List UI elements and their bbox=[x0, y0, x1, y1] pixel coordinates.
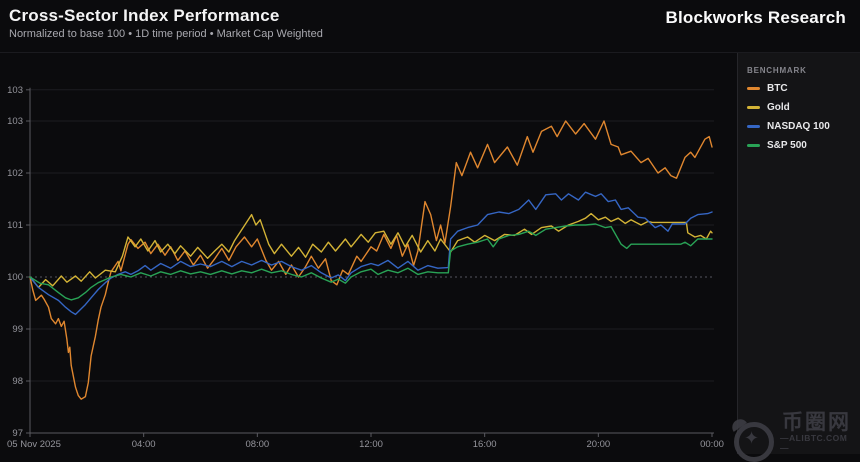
legend-item-label: Gold bbox=[767, 102, 790, 113]
svg-text:101: 101 bbox=[7, 220, 23, 231]
svg-text:103: 103 bbox=[7, 85, 23, 96]
watermark: 币圈网 —ALIBTC.COM— bbox=[734, 404, 856, 462]
legend-item-s-p-500[interactable]: S&P 500 bbox=[738, 136, 860, 155]
svg-text:00:00: 00:00 bbox=[700, 439, 724, 450]
legend-item-label: S&P 500 bbox=[767, 140, 807, 151]
series-line-s-p-500[interactable] bbox=[29, 223, 713, 301]
series-line-nasdaq-100[interactable] bbox=[29, 191, 713, 316]
svg-text:97: 97 bbox=[12, 428, 23, 439]
header: Cross-Sector Index Performance Normalize… bbox=[0, 0, 860, 53]
svg-text:100: 100 bbox=[7, 272, 23, 283]
series-line-btc[interactable] bbox=[29, 120, 713, 400]
svg-text:16:00: 16:00 bbox=[473, 439, 497, 450]
legend-swatch-icon bbox=[747, 106, 760, 109]
svg-text:103: 103 bbox=[7, 116, 23, 127]
page-title: Cross-Sector Index Performance bbox=[9, 6, 280, 25]
svg-text:12:00: 12:00 bbox=[359, 439, 383, 450]
watermark-site-name: 币圈网 bbox=[782, 410, 851, 434]
legend-swatch-icon bbox=[747, 87, 760, 90]
legend-swatch-icon bbox=[747, 144, 760, 147]
page-subtitle: Normalized to base 100 • 1D time period … bbox=[9, 28, 323, 40]
legend: BTC Gold NASDAQ 100 S&P 500 bbox=[738, 79, 860, 155]
watermark-coin-icon bbox=[734, 422, 774, 462]
svg-text:05 Nov 2025: 05 Nov 2025 bbox=[7, 439, 61, 450]
legend-heading: BENCHMARK bbox=[747, 66, 807, 75]
legend-item-btc[interactable]: BTC bbox=[738, 79, 860, 98]
legend-panel: BENCHMARK BTC Gold NASDAQ 100 S&P 500 bbox=[737, 53, 860, 454]
svg-text:08:00: 08:00 bbox=[245, 439, 269, 450]
svg-text:102: 102 bbox=[7, 168, 23, 179]
legend-item-gold[interactable]: Gold bbox=[738, 98, 860, 117]
svg-text:04:00: 04:00 bbox=[132, 439, 156, 450]
legend-swatch-icon bbox=[747, 125, 760, 128]
brand-logo: Blockworks Research bbox=[665, 8, 846, 27]
series-line-gold[interactable] bbox=[29, 212, 713, 289]
watermark-site-url: —ALIBTC.COM— bbox=[780, 433, 848, 453]
svg-text:99: 99 bbox=[12, 324, 23, 335]
svg-text:20:00: 20:00 bbox=[586, 439, 610, 450]
legend-item-label: NASDAQ 100 bbox=[767, 121, 830, 132]
svg-text:98: 98 bbox=[12, 376, 23, 387]
legend-item-nasdaq-100[interactable]: NASDAQ 100 bbox=[738, 117, 860, 136]
legend-item-label: BTC bbox=[767, 83, 788, 94]
chart-plot-area[interactable]: 103 103 102 101 100 99 98 97 05 Nov 2025 04:00 08:… bbox=[0, 53, 737, 454]
